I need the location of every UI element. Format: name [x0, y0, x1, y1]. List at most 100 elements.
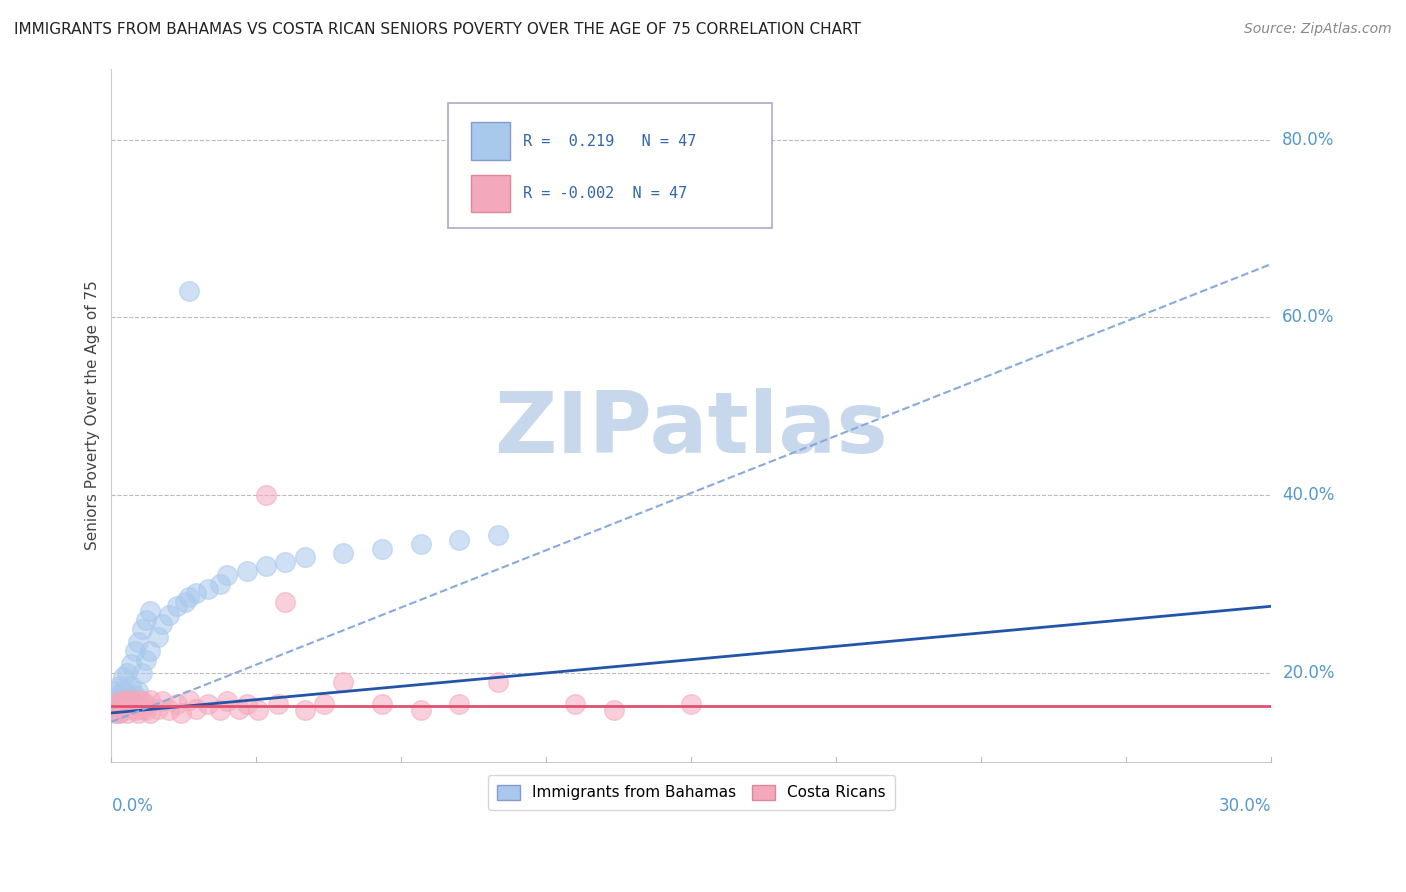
- Point: [150, 617, 173, 632]
- Text: Source: ZipAtlas.com: Source: ZipAtlas.com: [1244, 22, 1392, 37]
- Point: [139, 604, 162, 618]
- Point: [332, 674, 354, 689]
- Point: [486, 674, 509, 689]
- Point: [228, 701, 250, 715]
- Point: [371, 697, 394, 711]
- Point: [108, 679, 131, 693]
- Text: IMMIGRANTS FROM BAHAMAS VS COSTA RICAN SENIORS POVERTY OVER THE AGE OF 75 CORREL: IMMIGRANTS FROM BAHAMAS VS COSTA RICAN S…: [14, 22, 860, 37]
- Text: 60.0%: 60.0%: [1282, 309, 1334, 326]
- Point: [1144, 772, 1167, 787]
- Text: 0.0%: 0.0%: [111, 797, 153, 814]
- Point: [681, 697, 703, 711]
- Point: [104, 692, 127, 706]
- Point: [111, 670, 134, 684]
- Point: [120, 657, 142, 671]
- Point: [254, 559, 277, 574]
- Point: [603, 703, 626, 717]
- FancyBboxPatch shape: [447, 103, 772, 228]
- Point: [124, 644, 146, 658]
- Y-axis label: Seniors Poverty Over the Age of 75: Seniors Poverty Over the Age of 75: [86, 280, 100, 550]
- Point: [266, 697, 288, 711]
- Point: [115, 665, 138, 680]
- Point: [108, 697, 131, 711]
- Point: [115, 697, 138, 711]
- Point: [127, 692, 149, 706]
- Text: R =  0.219   N = 47: R = 0.219 N = 47: [523, 134, 696, 149]
- Legend: Immigrants from Bahamas, Costa Ricans: Immigrants from Bahamas, Costa Ricans: [488, 775, 894, 810]
- Point: [170, 706, 193, 720]
- Point: [166, 599, 188, 614]
- Point: [104, 706, 127, 720]
- Point: [139, 644, 162, 658]
- Point: [120, 701, 142, 715]
- Point: [146, 701, 169, 715]
- Point: [186, 701, 208, 715]
- Point: [197, 697, 219, 711]
- Point: [124, 703, 146, 717]
- Point: [127, 706, 149, 720]
- Point: [111, 701, 134, 715]
- FancyBboxPatch shape: [471, 122, 510, 160]
- Point: [294, 703, 316, 717]
- Point: [449, 533, 471, 547]
- Point: [177, 591, 200, 605]
- Point: [235, 564, 257, 578]
- Text: R = -0.002  N = 47: R = -0.002 N = 47: [523, 186, 688, 201]
- Point: [127, 683, 149, 698]
- Point: [108, 706, 131, 720]
- Point: [157, 703, 180, 717]
- Point: [166, 697, 188, 711]
- Point: [120, 692, 142, 706]
- Point: [274, 555, 297, 569]
- Text: ZIPatlas: ZIPatlas: [495, 387, 889, 471]
- Point: [254, 488, 277, 502]
- Point: [115, 688, 138, 702]
- Point: [108, 688, 131, 702]
- Point: [312, 697, 335, 711]
- Point: [409, 703, 432, 717]
- Point: [108, 694, 131, 708]
- Point: [111, 692, 134, 706]
- Point: [111, 703, 134, 717]
- Point: [157, 608, 180, 623]
- Point: [124, 697, 146, 711]
- Point: [131, 665, 153, 680]
- Point: [217, 694, 239, 708]
- Point: [186, 586, 208, 600]
- Point: [135, 703, 157, 717]
- Point: [115, 706, 138, 720]
- Point: [146, 631, 169, 645]
- Point: [131, 622, 153, 636]
- Point: [104, 683, 127, 698]
- Point: [139, 706, 162, 720]
- Point: [135, 652, 157, 666]
- Point: [274, 595, 297, 609]
- Point: [294, 550, 316, 565]
- Point: [173, 595, 195, 609]
- Point: [124, 688, 146, 702]
- Point: [104, 697, 127, 711]
- Point: [111, 697, 134, 711]
- Point: [371, 541, 394, 556]
- Point: [120, 694, 142, 708]
- Point: [409, 537, 432, 551]
- Point: [135, 613, 157, 627]
- Text: 20.0%: 20.0%: [1282, 664, 1334, 682]
- Point: [177, 284, 200, 298]
- Point: [131, 694, 153, 708]
- Point: [564, 697, 586, 711]
- Point: [208, 577, 231, 591]
- Text: 80.0%: 80.0%: [1282, 130, 1334, 149]
- Point: [197, 582, 219, 596]
- FancyBboxPatch shape: [471, 175, 510, 212]
- Point: [150, 694, 173, 708]
- Point: [235, 697, 257, 711]
- Point: [247, 703, 270, 717]
- Text: 40.0%: 40.0%: [1282, 486, 1334, 504]
- Point: [135, 697, 157, 711]
- Point: [115, 692, 138, 706]
- Point: [177, 692, 200, 706]
- Point: [486, 528, 509, 542]
- Point: [217, 568, 239, 582]
- Point: [120, 679, 142, 693]
